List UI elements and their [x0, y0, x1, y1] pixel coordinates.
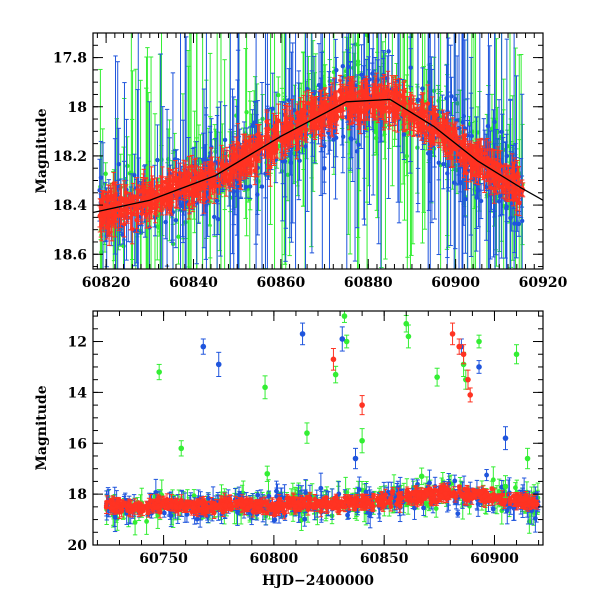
blue-point — [247, 184, 253, 189]
green-point — [244, 110, 249, 115]
blue-point — [243, 184, 249, 190]
blue-point — [349, 137, 354, 142]
blue-point — [334, 67, 339, 73]
green-point — [125, 163, 130, 169]
green-point — [260, 116, 265, 122]
blue-point — [478, 198, 484, 204]
red-point — [268, 165, 273, 170]
blue-point — [401, 132, 407, 137]
blue-point — [155, 157, 160, 163]
blue-point — [449, 94, 454, 99]
blue-point — [420, 86, 425, 91]
blue-point — [471, 177, 476, 182]
blue-point — [322, 143, 327, 149]
blue-point — [460, 120, 465, 125]
green-point — [156, 225, 162, 230]
red-point — [265, 151, 270, 156]
blue-point — [340, 64, 346, 69]
red-point — [186, 171, 192, 176]
red-point — [122, 221, 127, 227]
green-point — [247, 196, 252, 202]
green-point — [276, 143, 282, 149]
red-point — [216, 167, 221, 172]
blue-point — [504, 206, 509, 211]
blue-point — [441, 161, 446, 167]
blue-point — [303, 144, 308, 149]
blue-point — [359, 72, 364, 77]
blue-point — [200, 157, 206, 163]
green-point — [176, 234, 181, 239]
red-point — [178, 181, 184, 186]
blue-point — [98, 175, 104, 180]
top-panel: 60820 60840 60860 60880 60900 6092017.81818.2… — [34, 32, 568, 291]
green-point — [276, 92, 281, 98]
blue-point — [270, 106, 275, 111]
plot-area — [93, 33, 543, 269]
blue-point — [451, 180, 457, 185]
blue-point — [469, 133, 474, 139]
blue-point — [386, 49, 391, 54]
red-point — [457, 151, 463, 157]
blue-point — [463, 196, 468, 202]
green-point — [431, 88, 437, 94]
blue-point — [214, 198, 220, 204]
blue-point — [318, 85, 323, 90]
blue-point — [492, 119, 497, 125]
green-point — [355, 59, 361, 64]
blue-point — [212, 214, 217, 220]
blue-point — [282, 159, 288, 164]
red-point — [264, 119, 269, 124]
green-point — [322, 83, 327, 89]
blue-point — [445, 109, 450, 114]
blue-point — [291, 108, 297, 113]
red-point — [116, 201, 121, 207]
blue-point — [173, 217, 179, 223]
green-point — [404, 153, 409, 159]
blue-point — [235, 189, 240, 194]
blue-point — [453, 96, 458, 102]
blue-point — [456, 125, 462, 131]
blue-point — [499, 129, 504, 135]
blue-point — [116, 161, 121, 167]
blue-point — [485, 123, 491, 129]
blue-point — [354, 149, 360, 154]
blue-point — [286, 97, 292, 103]
blue-point — [259, 184, 265, 189]
blue-point — [222, 137, 228, 143]
blue-point — [370, 71, 375, 76]
blue-point — [475, 188, 480, 193]
red-point — [189, 164, 194, 169]
blue-point — [341, 134, 346, 139]
blue-point — [425, 151, 431, 156]
blue-point — [331, 137, 336, 142]
blue-point — [288, 160, 293, 166]
blue-point — [163, 219, 168, 225]
blue-point — [519, 218, 525, 224]
green-point — [103, 171, 108, 176]
blue-point — [208, 150, 213, 156]
blue-point — [454, 118, 460, 123]
